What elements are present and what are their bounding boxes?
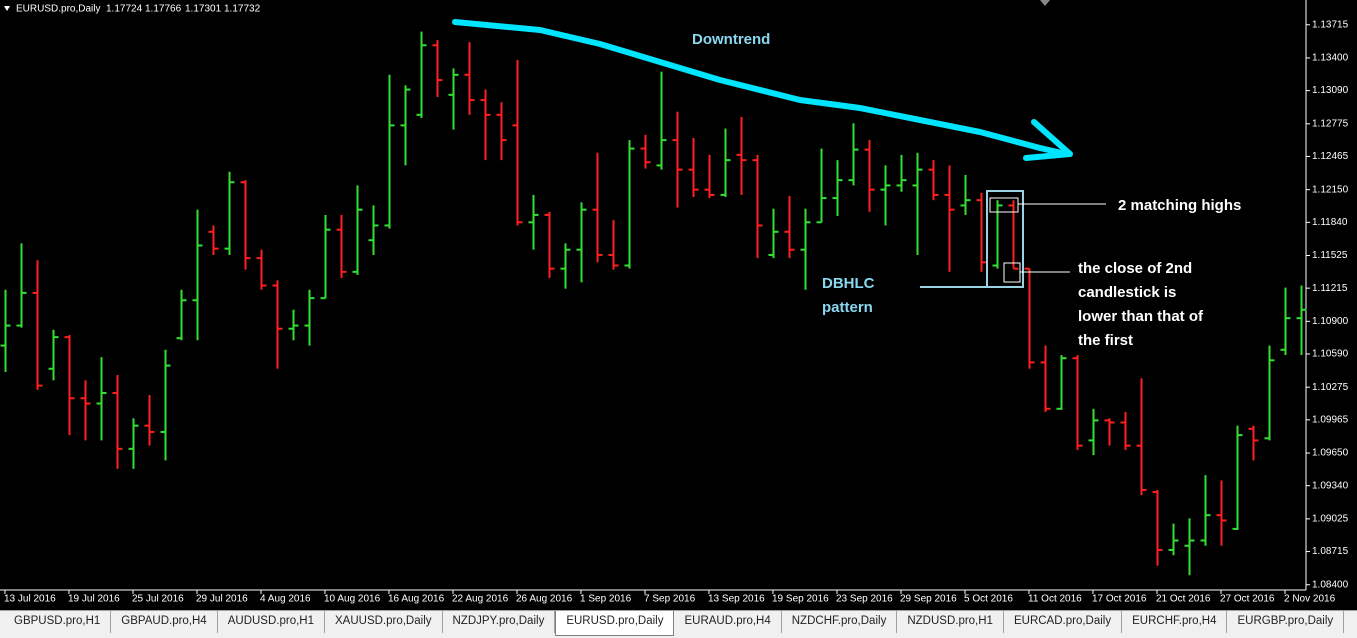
x-tick-label: 29 Jul 2016: [196, 594, 248, 605]
header-open: 1.17724: [106, 4, 143, 15]
symbol-tab[interactable]: XAUUSD.pro,Daily: [325, 611, 443, 633]
symbol-tab[interactable]: EURGBP.pro,Daily: [1227, 611, 1345, 633]
header-symbol: EURUSD.pro,Daily: [16, 4, 100, 15]
y-tick-label: 1.09650: [1312, 448, 1349, 459]
y-tick-label: 1.13090: [1312, 85, 1349, 96]
y-tick-label: 1.11525: [1312, 250, 1348, 261]
close-note-line: candlestick is: [1078, 284, 1176, 301]
symbol-tab[interactable]: EURUSD.pro,Daily: [555, 611, 675, 636]
close-note-line: the first: [1078, 332, 1133, 349]
symbol-tab[interactable]: GBPUSD.pro,H1: [4, 611, 112, 633]
symbol-tab[interactable]: AUDUSD.pro,H1: [218, 611, 325, 633]
pattern-label-line: DBHLC: [822, 275, 875, 292]
x-tick-label: 23 Sep 2016: [836, 594, 893, 605]
x-tick-label: 19 Sep 2016: [772, 594, 829, 605]
x-tick-label: 26 Aug 2016: [516, 594, 573, 605]
x-tick-label: 21 Oct 2016: [1156, 594, 1211, 605]
downtrend-arrowhead: [1023, 119, 1073, 161]
background: [0, 0, 1357, 610]
y-tick-label: 1.10590: [1312, 349, 1349, 360]
highs-box: [989, 197, 1019, 213]
y-tick-label: 1.13715: [1312, 19, 1349, 30]
x-tick-label: 11 Oct 2016: [1028, 594, 1082, 605]
header-low: 1.17301: [185, 4, 222, 15]
symbol-tab[interactable]: GBPAUD.pro,H4: [111, 611, 218, 633]
chart: EURUSD.pro,Daily 1.17724 1.17766 1.17301…: [0, 0, 1357, 610]
y-tick-label: 1.13400: [1312, 53, 1349, 64]
downtrend-label: Downtrend: [692, 31, 770, 48]
x-tick-label: 25 Jul 2016: [132, 594, 184, 605]
y-tick-label: 1.12775: [1312, 118, 1349, 129]
pattern-label-line: pattern: [822, 299, 873, 316]
x-tick-label: 7 Sep 2016: [644, 594, 696, 605]
x-tick-label: 16 Aug 2016: [388, 594, 445, 605]
x-tick-label: 27 Oct 2016: [1220, 594, 1275, 605]
header-close: 1.17732: [224, 4, 261, 15]
bars: [0, 31, 1307, 576]
y-tick-label: 1.11215: [1312, 283, 1348, 294]
highs-label: 2 matching highs: [1118, 197, 1241, 214]
symbol-tabs: GBPUSD.pro,H1 GBPAUD.pro,H4 AUDUSD.pro,H1 X…: [0, 610, 1357, 638]
y-tick-label: 1.09025: [1312, 514, 1349, 525]
y-tick-label: 1.08715: [1312, 546, 1349, 557]
x-tick-label: 1 Sep 2016: [580, 594, 632, 605]
x-tick-label: 13 Sep 2016: [708, 594, 765, 605]
y-tick-label: 1.11840: [1312, 217, 1348, 228]
y-tick-label: 1.10275: [1312, 382, 1349, 393]
symbol-tab[interactable]: EURCHF.pro,H4: [1122, 611, 1228, 633]
y-tick-label: 1.08400: [1312, 579, 1349, 590]
x-tick-label: 13 Jul 2016: [4, 594, 56, 605]
symbol-tab[interactable]: NZDJPY.pro,Daily: [443, 611, 556, 633]
x-tick-label: 2 Nov 2016: [1284, 594, 1336, 605]
close-note-line: the close of 2nd: [1078, 260, 1192, 277]
symbol-tab[interactable]: NZDUSD.pro,H1: [897, 611, 1004, 633]
symbol-tab[interactable]: NZDCHF.pro,Daily: [782, 611, 898, 633]
y-tick-label: 1.12150: [1312, 184, 1349, 195]
header-icon: [4, 6, 10, 11]
shift-marker: [1040, 0, 1050, 6]
x-tick-label: 22 Aug 2016: [452, 594, 509, 605]
y-tick-label: 1.09340: [1312, 480, 1349, 491]
header-high: 1.17766: [145, 4, 182, 15]
x-tick-label: 10 Aug 2016: [324, 594, 381, 605]
symbol-tab[interactable]: EURCAD.pro,Daily: [1004, 611, 1123, 633]
x-tick-label: 29 Sep 2016: [900, 594, 957, 605]
pattern-box: [986, 190, 1024, 288]
y-tick-label: 1.12465: [1312, 151, 1349, 162]
y-tick-label: 1.10900: [1312, 316, 1349, 327]
x-tick-label: 4 Aug 2016: [260, 594, 311, 605]
downtrend-arrow: [452, 19, 1069, 157]
symbol-tab[interactable]: EURAUD.pro,H4: [674, 611, 782, 633]
x-tick-label: 17 Oct 2016: [1092, 594, 1147, 605]
close-note-line: lower than that of: [1078, 308, 1204, 325]
x-tick-label: 19 Jul 2016: [68, 594, 120, 605]
x-tick-label: 5 Oct 2016: [964, 594, 1013, 605]
y-tick-label: 1.09965: [1312, 414, 1349, 425]
